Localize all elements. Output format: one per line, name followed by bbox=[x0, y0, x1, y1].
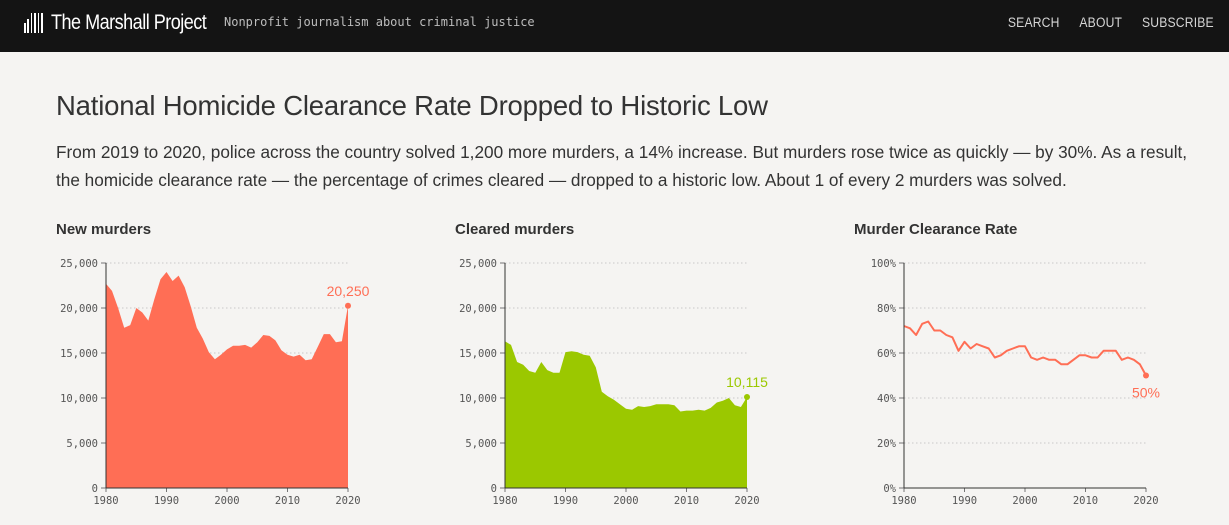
x-tick-label: 2010 bbox=[674, 495, 699, 507]
x-tick-label: 1990 bbox=[154, 495, 179, 507]
y-tick-label: 10,000 bbox=[459, 393, 497, 405]
chart-title: Murder Clearance Rate bbox=[854, 221, 1018, 238]
new-murders-plot: 0 5,000 10,000 15,000 20,000 25,000 1980 1990 20… bbox=[60, 258, 370, 507]
end-value-label: 20,250 bbox=[327, 283, 370, 299]
chart-cleared-murders: Cleared murders 0 5,000 10,000 15,000 20,000… bbox=[455, 215, 785, 525]
y-tick-label: 60% bbox=[877, 348, 897, 360]
clearance-rate-plot: 0% 20% 40% 60% 80% 100% 1980 1990 2000 2010 2020 50… bbox=[871, 258, 1160, 507]
x-tick-label: 2010 bbox=[275, 495, 300, 507]
chart-title: New murders bbox=[56, 221, 152, 238]
x-tick-label: 2000 bbox=[613, 495, 638, 507]
y-tick-label: 25,000 bbox=[60, 258, 98, 270]
brand-name: The Marshall Project bbox=[51, 11, 207, 34]
y-tick-label: 20,000 bbox=[60, 303, 98, 315]
y-tick-label: 40% bbox=[877, 393, 897, 405]
x-tick-label: 1990 bbox=[553, 495, 578, 507]
article-headline: National Homicide Clearance Rate Dropped… bbox=[56, 90, 768, 121]
main-nav: SEARCH ABOUT SUBSCRIBE bbox=[991, 15, 1218, 30]
chart-title: Cleared murders bbox=[455, 221, 575, 238]
site-tagline: Nonprofit journalism about criminal just… bbox=[224, 15, 535, 29]
nav-subscribe-link[interactable]: SUBSCRIBE bbox=[1142, 15, 1215, 30]
x-tick-label: 1980 bbox=[93, 495, 118, 507]
y-tick-label: 100% bbox=[871, 258, 897, 270]
series-area bbox=[106, 272, 348, 488]
y-tick-label: 0 bbox=[92, 483, 98, 495]
end-point-marker bbox=[744, 393, 750, 400]
y-tick-label: 20,000 bbox=[459, 303, 497, 315]
x-tick-label: 1980 bbox=[492, 495, 517, 507]
y-tick-label: 0 bbox=[491, 483, 497, 495]
series-area bbox=[505, 341, 747, 488]
x-tick-label: 2000 bbox=[1012, 495, 1037, 507]
end-point-marker bbox=[1143, 372, 1149, 379]
cleared-murders-plot: 0 5,000 10,000 15,000 20,000 25,000 1980 1990 20… bbox=[459, 258, 768, 507]
x-tick-label: 2020 bbox=[335, 495, 360, 507]
chart-new-murders: New murders 0 5,000 10,000 15,000 20,000 25,0… bbox=[56, 215, 386, 525]
y-tick-label: 10,000 bbox=[60, 393, 98, 405]
x-tick-label: 2010 bbox=[1073, 495, 1098, 507]
y-tick-label: 20% bbox=[877, 438, 897, 450]
y-tick-label: 15,000 bbox=[459, 348, 497, 360]
nav-search-link[interactable]: SEARCH bbox=[1008, 15, 1060, 30]
y-tick-label: 25,000 bbox=[459, 258, 497, 270]
end-value-label: 50% bbox=[1132, 385, 1160, 401]
article-dek: From 2019 to 2020, police across the cou… bbox=[56, 142, 1188, 190]
barcode-logo-icon bbox=[24, 13, 44, 33]
nav-about-link[interactable]: ABOUT bbox=[1079, 15, 1122, 30]
y-tick-label: 5,000 bbox=[66, 438, 98, 450]
x-tick-label: 1990 bbox=[952, 495, 977, 507]
series-line bbox=[903, 320, 1147, 376]
brand-logo[interactable]: The Marshall Project bbox=[24, 9, 232, 37]
y-tick-label: 0% bbox=[883, 483, 896, 495]
end-point-marker bbox=[345, 302, 351, 309]
end-value-label: 10,115 bbox=[726, 374, 768, 390]
y-tick-label: 80% bbox=[877, 303, 897, 315]
y-tick-label: 15,000 bbox=[60, 348, 98, 360]
chart-clearance-rate: Murder Clearance Rate 0% 20% 40% 60% 80% 100%… bbox=[854, 215, 1184, 525]
x-tick-label: 2020 bbox=[734, 495, 759, 507]
y-tick-label: 5,000 bbox=[465, 438, 497, 450]
x-tick-label: 1980 bbox=[891, 495, 916, 507]
x-tick-label: 2000 bbox=[214, 495, 239, 507]
top-nav-bar: The Marshall Project Nonprofit journalis… bbox=[0, 0, 1229, 52]
x-tick-label: 2020 bbox=[1133, 495, 1158, 507]
